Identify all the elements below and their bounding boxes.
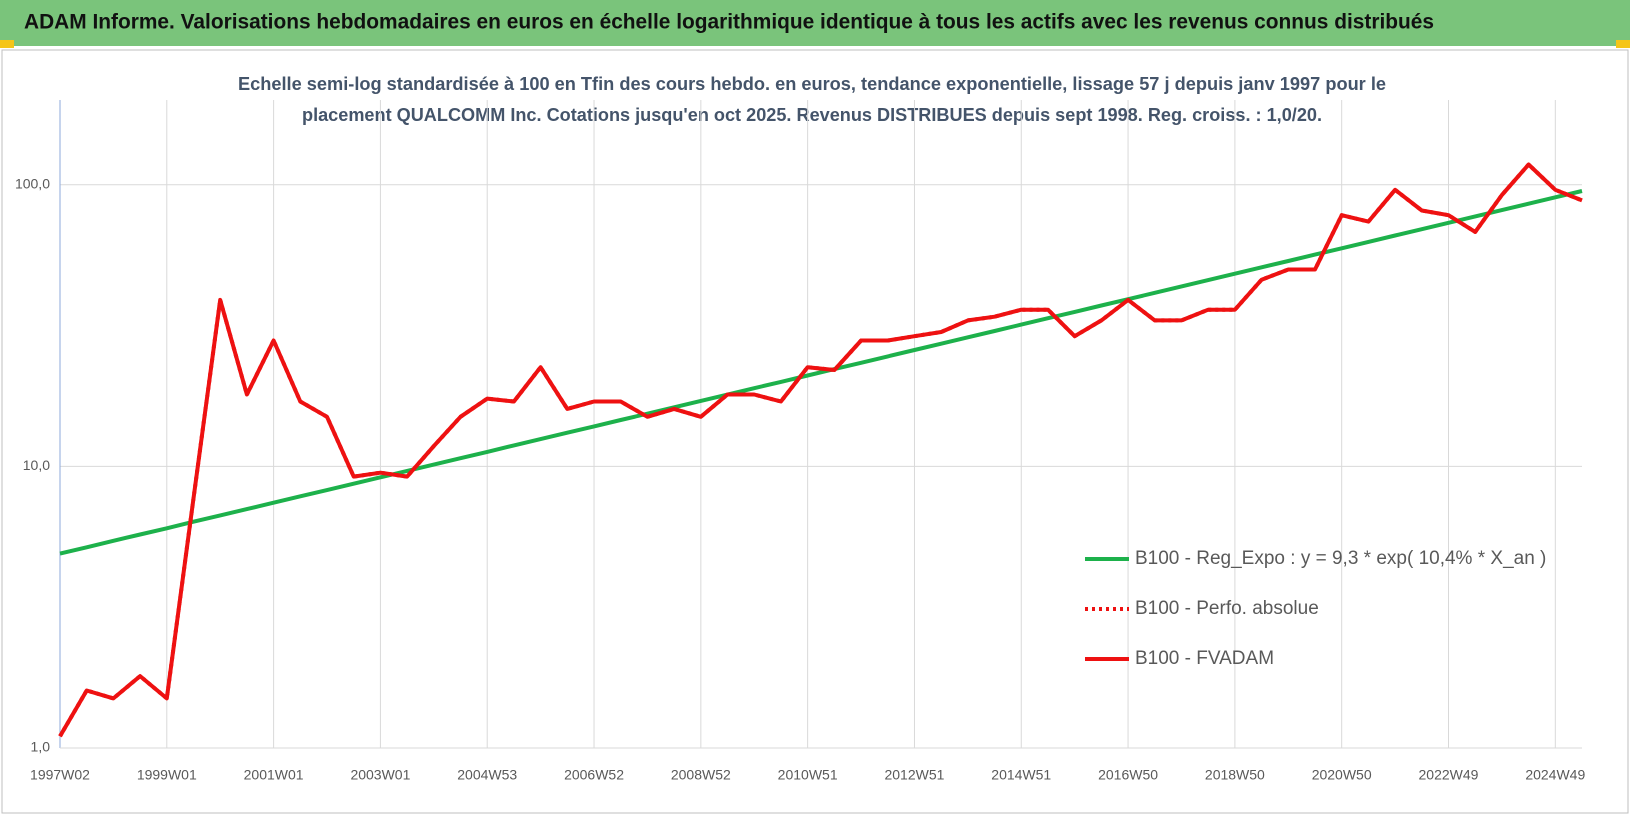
x-tick-label: 2014W51 (991, 767, 1051, 783)
y-tick-label: 10,0 (23, 457, 50, 473)
x-tick-label: 2024W49 (1525, 767, 1585, 783)
chart-frame (1, 49, 1629, 814)
corner-mark (0, 40, 14, 48)
series-line (58, 162, 1583, 738)
legend-label: B100 - Reg_Expo : y = 9,3 * exp( 10,4% *… (1135, 548, 1546, 569)
x-tick-label: 1997W02 (30, 767, 90, 783)
corner-mark (1616, 40, 1630, 48)
series-line (59, 189, 1583, 556)
y-tick-label: 1,0 (31, 739, 51, 755)
x-tick-label: 1999W01 (137, 767, 197, 783)
x-tick-label: 2001W01 (244, 767, 304, 783)
header-title: ADAM Informe. Valorisations hebdomadaire… (24, 11, 1434, 34)
x-tick-label: 2022W49 (1419, 767, 1479, 783)
x-tick-label: 2020W50 (1312, 767, 1372, 783)
x-tick-label: 2008W52 (671, 767, 731, 783)
legend-label: B100 - Perfo. absolue (1135, 598, 1319, 619)
x-tick-label: 2003W01 (350, 767, 410, 783)
header-bar (0, 0, 1630, 46)
x-tick-label: 2018W50 (1205, 767, 1265, 783)
x-tick-label: 2012W51 (884, 767, 944, 783)
x-tick-label: 2006W52 (564, 767, 624, 783)
chart-title: Echelle semi-log standardisée à 100 en T… (238, 74, 1386, 94)
legend-label: B100 - FVADAM (1135, 648, 1274, 669)
x-tick-label: 2010W51 (778, 767, 838, 783)
y-tick-label: 100,0 (15, 175, 50, 191)
x-tick-label: 2004W53 (457, 767, 517, 783)
chart-title: placement QUALCOMM Inc. Cotations jusqu'… (302, 105, 1322, 125)
x-tick-label: 2016W50 (1098, 767, 1158, 783)
